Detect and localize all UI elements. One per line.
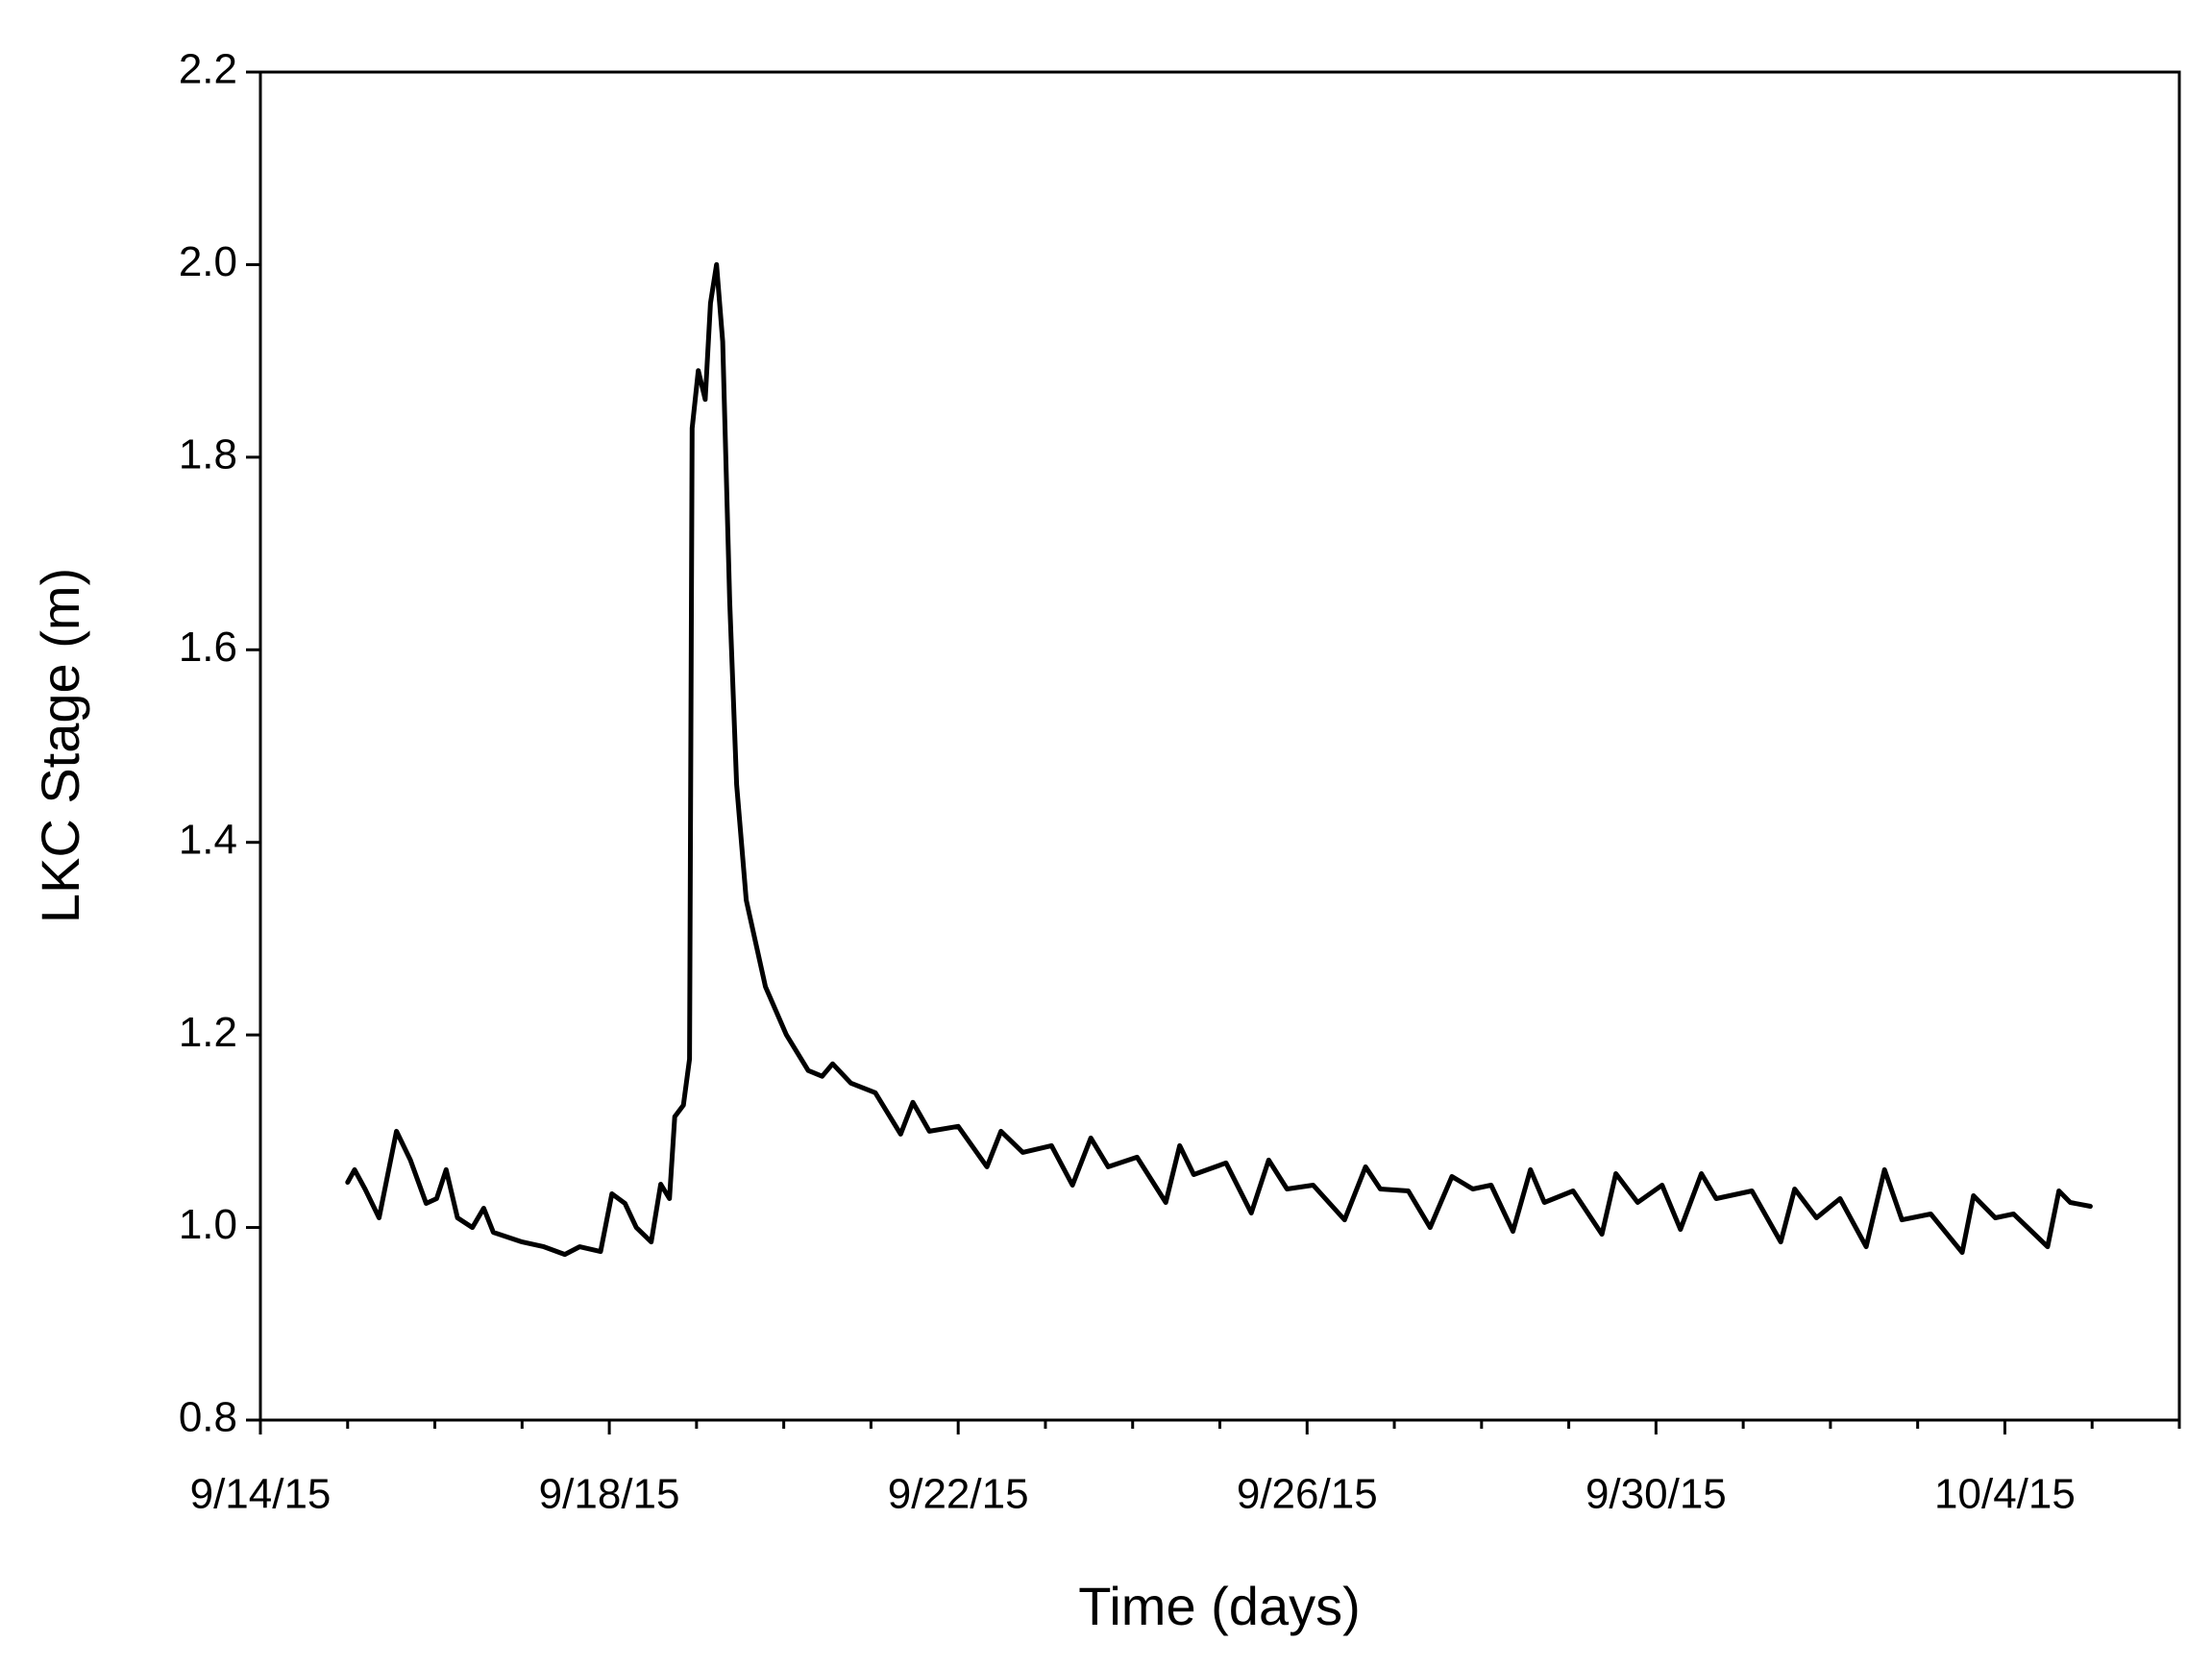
y-tick-label: 1.4 <box>179 816 237 863</box>
data-line <box>345 261 2093 1258</box>
x-tick-label: 9/26/15 <box>1237 1471 1378 1518</box>
y-tick-label: 1.0 <box>179 1201 237 1248</box>
y-tick-label: 1.8 <box>179 430 237 478</box>
plot-frame <box>258 70 2181 1422</box>
y-tick-label: 1.2 <box>179 1009 237 1056</box>
y-tick-label: 2.0 <box>179 238 237 285</box>
x-tick-label: 9/30/15 <box>1585 1471 1727 1518</box>
x-axis-title: Time (days) <box>1078 1576 1361 1636</box>
x-tick-label: 9/18/15 <box>539 1471 680 1518</box>
y-tick-label: 0.8 <box>179 1394 237 1441</box>
y-tick-label: 1.6 <box>179 624 237 671</box>
x-tick-label: 9/22/15 <box>888 1471 1029 1518</box>
y-axis-title: LKC Stage (m) <box>30 568 90 923</box>
x-tick-label: 9/14/15 <box>190 1471 332 1518</box>
y-tick-label: 2.2 <box>179 46 237 93</box>
x-tick-label: 10/4/15 <box>1934 1471 2076 1518</box>
